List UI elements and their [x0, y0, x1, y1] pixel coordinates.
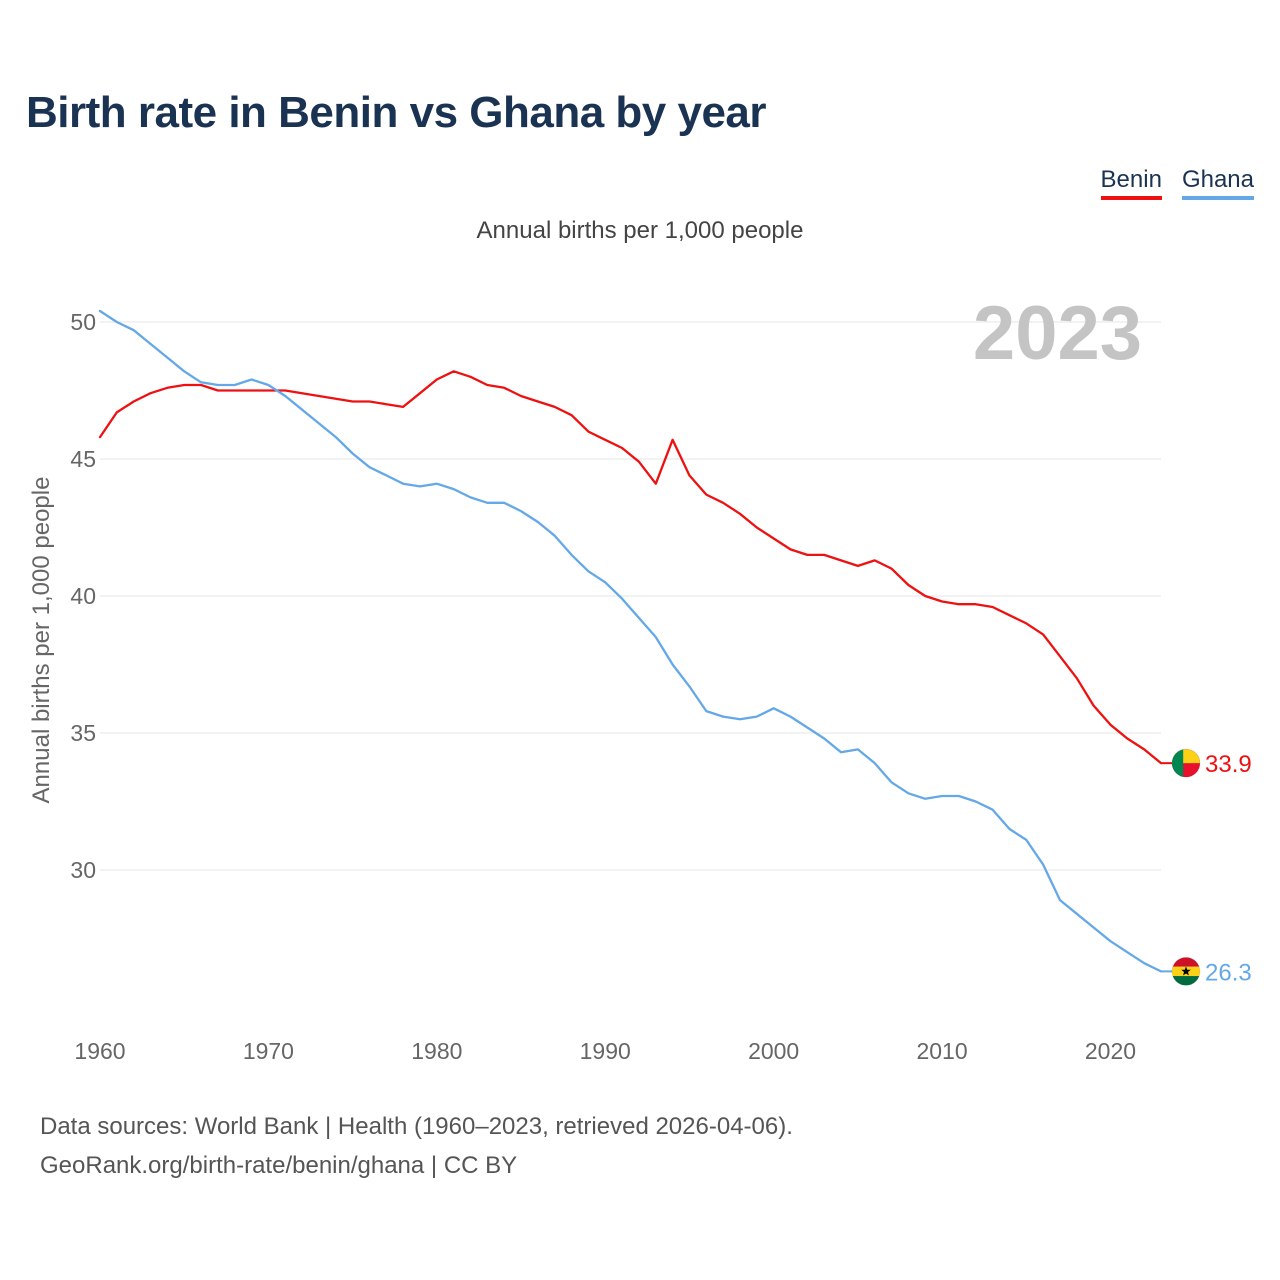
- chart-title: Birth rate in Benin vs Ghana by year: [26, 88, 767, 137]
- y-tick-label-30: 30: [70, 857, 96, 883]
- y-axis-ticks: 30 35 40 45 50: [70, 309, 96, 883]
- end-value-label-benin: 33.9: [1205, 751, 1252, 778]
- legend-item-ghana[interactable]: Ghana: [1181, 166, 1254, 200]
- x-tick-label-2000: 2000: [748, 1038, 799, 1064]
- x-tick-label-1960: 1960: [74, 1038, 125, 1064]
- y-tick-label-35: 35: [70, 720, 96, 746]
- series-end-markers: 33.9 26.3: [1161, 748, 1252, 986]
- source-line-1: Data sources: World Bank | Health (1960–…: [40, 1113, 793, 1140]
- benin-flag-icon: [1171, 748, 1201, 778]
- y-tick-label-50: 50: [70, 309, 96, 335]
- end-value-label-ghana: 26.3: [1205, 959, 1252, 986]
- legend-item-benin[interactable]: Benin: [1100, 166, 1162, 200]
- legend: Benin Ghana: [1100, 166, 1254, 200]
- y-tick-label-40: 40: [70, 583, 96, 609]
- y-tick-label-45: 45: [70, 446, 96, 472]
- series-lines: [98, 309, 1163, 973]
- current-year-label: 2023: [972, 291, 1142, 376]
- x-tick-label-1970: 1970: [243, 1038, 294, 1064]
- source-note: Data sources: World Bank | Health (1960–…: [40, 1107, 793, 1185]
- y-axis-label: Annual births per 1,000 people: [28, 476, 55, 804]
- ghana-flag-icon: [1171, 956, 1201, 986]
- chart-subtitle: Annual births per 1,000 people: [476, 217, 804, 244]
- x-tick-label-2020: 2020: [1085, 1038, 1136, 1064]
- series-line-benin: [98, 370, 1163, 765]
- source-line-2: GeoRank.org/birth-rate/benin/ghana | CC …: [40, 1152, 518, 1179]
- series-line-ghana: [98, 309, 1163, 973]
- x-tick-label-1980: 1980: [411, 1038, 462, 1064]
- x-tick-label-2010: 2010: [916, 1038, 967, 1064]
- x-axis-ticks: 1960 1970 1980 1990 2000 2010 2020: [74, 1038, 1136, 1064]
- x-tick-label-1990: 1990: [580, 1038, 631, 1064]
- gridlines: [100, 321, 1161, 871]
